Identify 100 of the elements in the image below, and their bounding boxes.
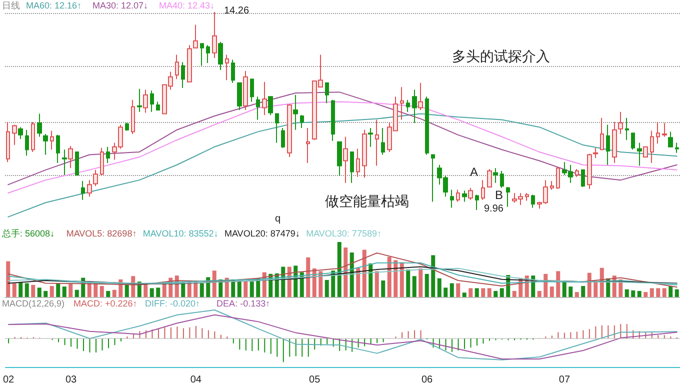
candlestick — [287, 104, 292, 158]
candlestick — [275, 113, 279, 144]
candlestick — [106, 146, 110, 164]
series-label: DEA: -0.133↑ — [216, 298, 270, 308]
candlestick — [606, 124, 610, 166]
bar — [244, 280, 248, 297]
candlestick — [218, 41, 223, 70]
bar — [368, 263, 373, 297]
x-tick-label: 03 — [65, 374, 78, 385]
bar — [74, 290, 79, 297]
bar — [37, 288, 42, 297]
candlestick — [243, 70, 248, 111]
bar — [418, 268, 423, 297]
bar — [387, 256, 392, 297]
x-tick-label: 02 — [2, 374, 15, 385]
candlestick — [56, 134, 60, 164]
candlestick — [612, 122, 617, 164]
candlestick — [212, 11, 217, 58]
candlestick — [656, 122, 660, 144]
x-tick-label: 06 — [421, 374, 434, 385]
bar — [656, 288, 660, 297]
text: MA60: 12.16↑ — [26, 0, 82, 10]
candlestick — [456, 189, 460, 202]
candlestick — [412, 89, 417, 124]
bar — [62, 286, 66, 297]
candlestick — [362, 129, 367, 178]
candlestick — [493, 168, 498, 184]
candlestick — [300, 114, 304, 128]
bar — [112, 290, 116, 297]
candlestick — [468, 187, 473, 200]
bar — [581, 286, 586, 297]
candlestick — [331, 99, 335, 142]
bar — [356, 268, 360, 297]
bar — [450, 283, 454, 297]
candlestick — [293, 94, 298, 130]
bar — [644, 292, 648, 297]
candlestick — [6, 122, 10, 163]
bar — [324, 280, 329, 297]
candlestick — [150, 90, 154, 112]
candlestick — [400, 86, 404, 120]
bar — [512, 290, 516, 297]
text: MAVOL20: 87479↓ — [224, 228, 300, 238]
annotation: 14.26 — [224, 6, 250, 16]
bar — [381, 280, 386, 297]
candlestick — [487, 168, 492, 188]
annotation: 9.96 — [484, 204, 504, 214]
candlestick — [475, 194, 479, 211]
bar — [24, 283, 29, 297]
x-tick-label: 04 — [190, 374, 202, 385]
candlestick — [618, 111, 623, 134]
candlestick — [281, 128, 285, 148]
candlestick — [206, 44, 210, 64]
candlestick — [325, 82, 329, 104]
candlestick — [100, 147, 104, 176]
bar — [362, 250, 366, 297]
bar — [494, 290, 498, 297]
bar — [574, 292, 579, 297]
candlestick — [462, 190, 467, 202]
candlestick — [262, 81, 267, 116]
candlestick — [268, 96, 273, 116]
chart-title: MACD(12,26,9) — [2, 298, 65, 308]
bar — [56, 283, 60, 297]
bar — [587, 272, 592, 297]
bar — [156, 288, 160, 297]
bar — [400, 262, 404, 297]
candlestick — [406, 99, 410, 112]
candlestick — [650, 130, 654, 164]
candlestick — [62, 149, 67, 176]
candlestick — [250, 78, 254, 102]
bar — [474, 288, 479, 297]
candlestick — [125, 122, 129, 132]
bar — [550, 286, 554, 297]
candlestick — [175, 54, 179, 80]
x-tick-label: 07 — [558, 374, 570, 385]
annotation: A — [470, 165, 478, 179]
text: MA30: 12.07↓ — [92, 0, 148, 10]
bar — [594, 282, 598, 297]
candlestick — [675, 142, 679, 154]
bar — [537, 290, 542, 297]
bar — [500, 288, 504, 297]
bar — [350, 252, 354, 297]
candlestick — [662, 122, 667, 138]
text: q — [275, 214, 281, 224]
bar — [31, 284, 36, 297]
candlestick — [506, 186, 510, 208]
text: MAVOL10: 83552↓ — [142, 228, 218, 238]
candlestick — [575, 168, 579, 178]
bar — [318, 271, 323, 297]
candlestick — [231, 59, 235, 84]
candlestick — [187, 44, 192, 82]
bar — [100, 286, 104, 297]
candlestick — [306, 128, 310, 164]
bar — [668, 286, 673, 297]
candlestick — [12, 124, 17, 146]
candlestick — [225, 54, 229, 81]
bar — [18, 282, 23, 297]
bar — [631, 290, 636, 297]
bar — [568, 286, 573, 297]
candlestick — [237, 82, 242, 111]
bar — [412, 276, 416, 297]
